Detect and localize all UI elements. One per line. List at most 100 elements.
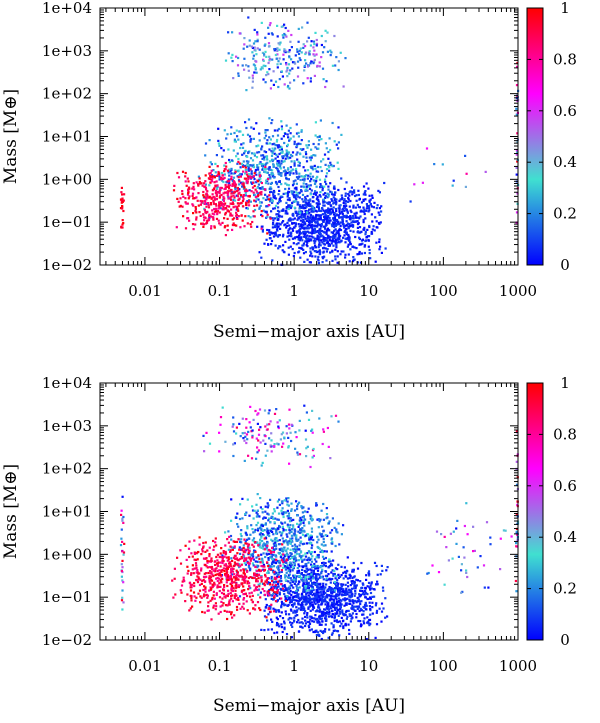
- data-point: [278, 144, 280, 146]
- data-point: [202, 214, 204, 216]
- data-point: [290, 599, 292, 601]
- data-point: [351, 246, 353, 248]
- data-point: [174, 593, 176, 595]
- data-point: [379, 214, 381, 216]
- data-point: [240, 535, 242, 537]
- data-point: [352, 215, 354, 217]
- data-point: [328, 559, 330, 561]
- data-point: [309, 224, 311, 226]
- data-point: [345, 205, 347, 207]
- data-point: [275, 154, 277, 156]
- data-point: [253, 546, 255, 548]
- data-point: [357, 579, 359, 581]
- data-point: [250, 226, 252, 228]
- data-point: [227, 148, 229, 150]
- data-point: [233, 196, 235, 198]
- data-point: [288, 588, 290, 590]
- data-point: [240, 538, 242, 540]
- data-point: [300, 521, 302, 523]
- data-point: [310, 149, 312, 151]
- data-point: [325, 624, 327, 626]
- data-point: [268, 229, 270, 231]
- data-point: [288, 577, 290, 579]
- data-point: [295, 54, 297, 56]
- data-point: [214, 197, 216, 199]
- data-point: [329, 149, 331, 151]
- data-point: [272, 143, 274, 145]
- data-point: [206, 194, 208, 196]
- data-point: [289, 69, 291, 71]
- data-point: [335, 587, 337, 589]
- data-point: [228, 175, 230, 177]
- data-point: [202, 200, 204, 202]
- data-point: [306, 186, 308, 188]
- data-point: [284, 160, 286, 162]
- data-point: [262, 525, 264, 527]
- data-point: [286, 572, 288, 574]
- data-point: [194, 223, 196, 225]
- data-point: [273, 565, 275, 567]
- data-point: [219, 190, 221, 192]
- data-point: [330, 212, 332, 214]
- data-point: [319, 191, 321, 193]
- data-point: [313, 179, 315, 181]
- data-point: [325, 80, 327, 82]
- data-point: [355, 217, 357, 219]
- data-point: [253, 64, 255, 66]
- data-point: [351, 593, 353, 595]
- data-point: [362, 207, 364, 209]
- data-point: [326, 250, 328, 252]
- data-point: [352, 256, 354, 258]
- data-point: [225, 60, 227, 62]
- data-point: [346, 209, 348, 211]
- data-point: [211, 180, 213, 182]
- data-point: [275, 81, 277, 83]
- data-point: [295, 188, 297, 190]
- data-point: [216, 154, 218, 156]
- data-point: [300, 541, 302, 543]
- data-point: [312, 631, 314, 633]
- data-point: [294, 252, 296, 254]
- data-point: [287, 564, 289, 566]
- data-point: [238, 192, 240, 194]
- data-point: [270, 619, 272, 621]
- data-point: [261, 547, 263, 549]
- data-point: [238, 75, 240, 77]
- data-point: [304, 199, 306, 201]
- data-point: [289, 573, 291, 575]
- data-point: [304, 578, 306, 580]
- data-point: [281, 543, 283, 545]
- data-point: [317, 171, 319, 173]
- data-point: [205, 206, 207, 208]
- data-point: [292, 213, 294, 215]
- data-point: [321, 601, 323, 603]
- data-point: [288, 556, 290, 558]
- data-point: [315, 134, 317, 136]
- data-point: [217, 128, 219, 130]
- data-point: [245, 167, 247, 169]
- data-point: [278, 513, 280, 515]
- data-point: [279, 228, 281, 230]
- data-point: [363, 209, 365, 211]
- data-point: [301, 569, 303, 571]
- data-point: [302, 566, 304, 568]
- x-tick-label: 0.01: [128, 282, 161, 300]
- data-point: [276, 566, 278, 568]
- data-point: [345, 193, 347, 195]
- data-point: [278, 49, 280, 51]
- data-point: [273, 196, 275, 198]
- data-point: [262, 197, 264, 199]
- data-point: [210, 176, 212, 178]
- data-point: [363, 221, 365, 223]
- data-point: [296, 621, 298, 623]
- data-point: [329, 239, 331, 241]
- data-point: [256, 542, 258, 544]
- data-point: [324, 628, 326, 630]
- data-point: [231, 229, 233, 231]
- data-point: [212, 549, 214, 551]
- data-point: [360, 210, 362, 212]
- data-point: [366, 182, 368, 184]
- data-point: [275, 54, 277, 56]
- data-point: [345, 181, 347, 183]
- data-point: [268, 231, 270, 233]
